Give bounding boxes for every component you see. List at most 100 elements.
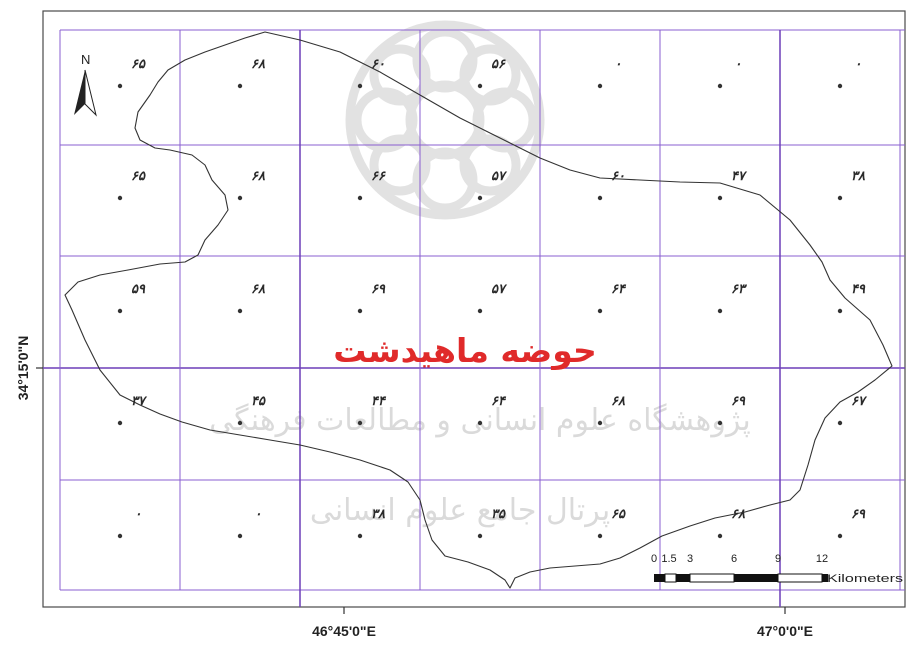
scale-seg <box>664 573 677 583</box>
grid-point <box>237 308 243 314</box>
scale-seg <box>734 574 778 582</box>
scale-unit: Kilometers <box>827 573 904 585</box>
scale-seg <box>822 574 828 582</box>
grid-value-label: ۶۸ <box>251 57 265 72</box>
grid-value-label: ۶۷ <box>851 394 868 409</box>
north-label: N <box>81 52 90 67</box>
scale-seg <box>689 573 735 583</box>
grid-value-label: ۵۶ <box>491 57 506 72</box>
grid-value-label: ۶۹ <box>731 394 746 409</box>
grid-point <box>597 420 603 426</box>
grid-value-label: ۶۸ <box>251 169 265 184</box>
grid-value-label: ۰ <box>615 57 622 72</box>
grid-point <box>237 420 243 426</box>
lon-label-1: 46°45'0"E <box>312 623 376 639</box>
grid-point <box>357 308 363 314</box>
north-arrow-right <box>84 69 97 117</box>
grid-value-label: ۴۴ <box>371 394 387 409</box>
grid-value-label: ۶۴ <box>611 282 627 297</box>
grid-point <box>597 308 603 314</box>
grid-value-label: ۰ <box>855 57 862 72</box>
grid-value-label: ۶۵ <box>131 57 146 72</box>
watermark-emblem <box>345 20 545 220</box>
grid-point <box>717 83 723 89</box>
grid-point <box>357 195 363 201</box>
grid-point <box>237 83 243 89</box>
scale-tick-0: 0 <box>651 553 657 565</box>
lon-label-2: 47°0'0"E <box>757 623 813 639</box>
grid-point <box>357 420 363 426</box>
grid-value-label: ۶۴ <box>491 394 507 409</box>
grid-point <box>597 83 603 89</box>
grid-value-label: ۶۵ <box>611 507 626 522</box>
grid-point <box>357 533 363 539</box>
grid-value-label: ۵۷ <box>491 169 508 184</box>
grid-point <box>837 533 843 539</box>
grid-value-label: ۶۸ <box>731 507 745 522</box>
grid-point <box>837 308 843 314</box>
grid-value-label: ۶۸ <box>251 282 265 297</box>
scale-seg <box>654 574 665 582</box>
grid-value-label: ۴۷ <box>731 169 748 184</box>
grid-point <box>597 533 603 539</box>
scale-bar: 0 1.5 3 6 9 12 Kilometers <box>651 553 904 585</box>
grid-point <box>117 308 123 314</box>
scale-tick-4: 9 <box>775 553 781 565</box>
grid-value-label: ۰ <box>735 57 742 72</box>
grid-value-label: ۶۳ <box>731 282 748 297</box>
grid-value-label: ۶۶ <box>371 169 386 184</box>
grid-point <box>837 195 843 201</box>
grid-value-label: ۳۸ <box>851 169 865 184</box>
grid-value-label: ۳۸ <box>371 507 385 522</box>
grid-value-label: ۳۵ <box>491 507 506 522</box>
grid-point <box>477 533 483 539</box>
basin-label: حوضه ماهیدشت <box>333 331 596 371</box>
grid-point <box>837 420 843 426</box>
grid-point <box>717 533 723 539</box>
grid-value-label: ۵۷ <box>491 282 508 297</box>
grid-value-label: ۴۵ <box>251 394 266 409</box>
grid-point <box>477 308 483 314</box>
grid-point <box>837 83 843 89</box>
grid-point <box>117 83 123 89</box>
scale-seg <box>676 574 690 582</box>
grid-value-label: ۰ <box>135 507 142 522</box>
watermark-text-1: پژوهشگاه علوم انسانی و مطالعات فرهنگی <box>209 403 751 438</box>
grid-value-label: ۶۰ <box>371 57 385 72</box>
grid-value-label: ۵۹ <box>131 282 146 297</box>
grid-value-label: ۶۹ <box>851 507 866 522</box>
north-arrow: N <box>74 52 97 117</box>
scale-tick-2: 3 <box>687 553 693 565</box>
grid-point <box>117 533 123 539</box>
map-frame <box>42 10 906 608</box>
watershed-boundary <box>64 31 893 589</box>
north-arrow-left <box>74 70 85 115</box>
grid-point <box>237 533 243 539</box>
scale-seg <box>777 573 823 583</box>
grid-point <box>477 83 483 89</box>
scale-tick-3: 6 <box>731 553 737 565</box>
graticule <box>43 29 905 607</box>
grid-value-label: ۶۸ <box>611 394 625 409</box>
grid-value-label: ۶۵ <box>131 169 146 184</box>
grid-point <box>477 195 483 201</box>
grid-point <box>237 195 243 201</box>
grid-point <box>597 195 603 201</box>
grid-value-label: ۰ <box>255 507 262 522</box>
grid-point <box>117 420 123 426</box>
lat-label: 34°15'0"N <box>15 336 31 401</box>
grid-value-label: ۴۹ <box>851 282 866 297</box>
grid-point <box>717 420 723 426</box>
grid-value-label: ۶۹ <box>371 282 386 297</box>
grid-point <box>357 83 363 89</box>
grid-value-label: ۳۷ <box>131 394 148 409</box>
grid-values-layer: ۶۵ ۶۸ ۶۰ ۵۶ ۰ ۰ ۰ ۶۵ ۶۸ ۶۶ ۵۷ ۶۰ ۴۷ ۳۸ ۵۹ ۶۸ ۶۹ ۵۷ ۶۴ ۶۳ ۴۹ ۳… <box>117 57 868 539</box>
grid-point <box>717 308 723 314</box>
scale-tick-5: 12 <box>816 553 828 565</box>
scale-tick-1: 1.5 <box>661 553 676 565</box>
watermark-text-2: پرتال جامع علوم انسانی <box>310 493 610 528</box>
grid-value-label: ۶۰ <box>611 169 625 184</box>
grid-point <box>477 420 483 426</box>
grid-point <box>717 195 723 201</box>
